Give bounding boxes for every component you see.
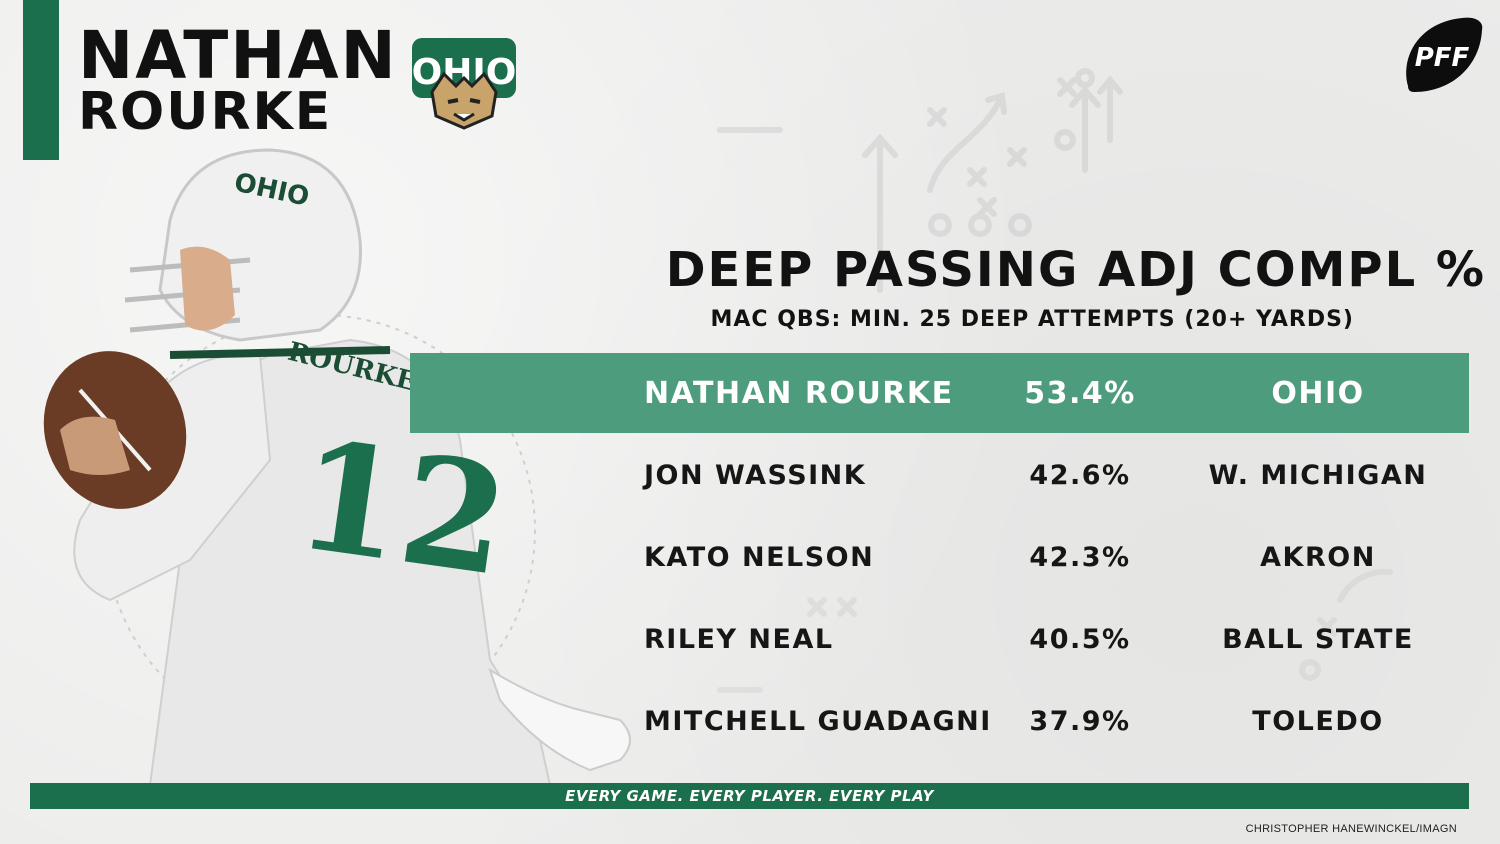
chart-title: DEEP PASSING ADJ COMPL % (665, 242, 1486, 298)
team-cell: W. MICHIGAN (1208, 460, 1428, 491)
completion-pct-cell: 37.9% (1029, 706, 1131, 737)
pff-logo-text: PFF (1415, 43, 1470, 73)
table-row: RILEY NEAL 40.5% BALL STATE (0, 598, 1500, 678)
completion-pct-cell: 42.6% (1029, 460, 1131, 491)
table-row: KATO NELSON 42.3% AKRON (0, 516, 1500, 596)
team-cell: OHIO (1271, 376, 1365, 411)
pff-logo: PFF (1406, 17, 1483, 93)
playbook-diagram-bottom (717, 568, 1393, 693)
player-name-cell: JON WASSINK (644, 460, 867, 491)
ohio-bobcats-logo: OHIO (412, 38, 516, 130)
table-row-highlight: NATHAN ROURKE 53.4% OHIO (0, 352, 1500, 433)
chart-subtitle: MAC QBS: MIN. 25 DEEP ATTEMPTS (20+ YARD… (710, 307, 1354, 332)
footer-tagline: EVERY GAME. EVERY PLAYER. EVERY PLAY (30, 783, 1469, 809)
team-cell: TOLEDO (1252, 706, 1384, 737)
team-cell: BALL STATE (1222, 624, 1414, 655)
jersey-number: 12 (287, 407, 518, 610)
completion-pct-cell: 53.4% (1024, 376, 1136, 411)
completion-pct-cell: 40.5% (1029, 624, 1131, 655)
player-name-cell: RILEY NEAL (644, 624, 834, 655)
table-row: MITCHELL GUADAGNI 37.9% TOLEDO (0, 680, 1500, 760)
player-photo: OHIO ROURKE 12 (43, 148, 631, 785)
playbook-diagram-top (717, 68, 1123, 293)
photo-credit: CHRISTOPHER HANEWINCKEL/IMAGN (1245, 823, 1457, 835)
table-row: JON WASSINK 42.6% W. MICHIGAN (0, 434, 1500, 514)
player-first-name: NATHAN (78, 17, 398, 94)
player-last-name: ROURKE (78, 82, 333, 142)
team-cell: AKRON (1260, 542, 1376, 573)
completion-pct-cell: 42.3% (1029, 542, 1131, 573)
highlight-band (410, 353, 1469, 433)
player-name-cell: NATHAN ROURKE (644, 376, 954, 411)
player-name-cell: KATO NELSON (644, 542, 875, 573)
player-name-cell: MITCHELL GUADAGNI (644, 706, 992, 737)
accent-bar (23, 0, 59, 160)
